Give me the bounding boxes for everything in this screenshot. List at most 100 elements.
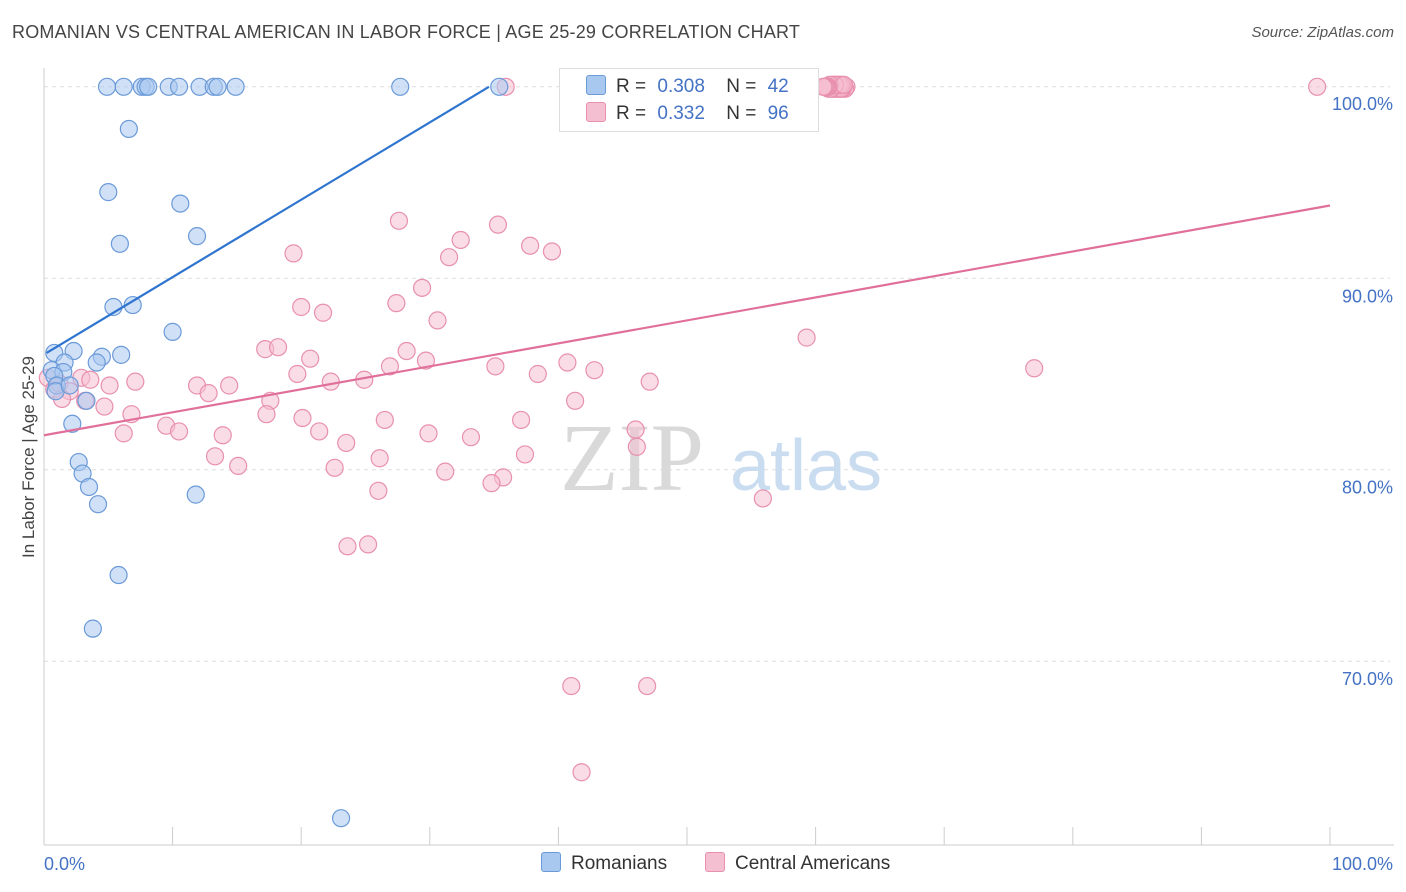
central-american-point bbox=[436, 462, 455, 481]
central-american-point bbox=[1308, 77, 1327, 96]
central-american-point bbox=[627, 437, 646, 456]
central-american-point bbox=[412, 278, 432, 297]
central-american-point bbox=[461, 428, 481, 447]
central-american-point bbox=[753, 489, 772, 508]
romanian-point bbox=[77, 391, 96, 410]
romanian-point bbox=[490, 77, 509, 96]
romanian-point bbox=[208, 77, 227, 96]
watermark-zip: ZIP bbox=[560, 404, 704, 511]
series-legend-central[interactable]: Central Americans bbox=[705, 852, 890, 875]
central-american-point bbox=[521, 236, 540, 255]
central-american-point bbox=[572, 763, 591, 782]
central-american-point bbox=[358, 535, 378, 554]
watermark: ZIP atlas bbox=[560, 404, 882, 511]
central-american-point bbox=[205, 447, 225, 466]
central-american-point bbox=[380, 357, 400, 376]
central-american-point bbox=[512, 410, 531, 430]
central-american-point bbox=[451, 230, 470, 250]
tick-labels: 100.0% 90.0% 80.0% 70.0% 0.0% 100.0% bbox=[44, 94, 1393, 874]
series-label-central: Central Americans bbox=[735, 853, 891, 874]
legend-n-label: N = bbox=[726, 103, 757, 124]
x-tick-label-0: 0.0% bbox=[44, 854, 85, 874]
y-tick-label-80: 80.0% bbox=[1342, 478, 1393, 498]
legend-row-romanians: R = 0.308 N = 42 bbox=[586, 75, 789, 101]
central-american-point bbox=[797, 328, 816, 347]
legend-r-value-central: 0.332 bbox=[657, 103, 705, 124]
central-american-point bbox=[169, 422, 189, 441]
romanian-point bbox=[119, 119, 138, 139]
central-american-point bbox=[626, 420, 645, 439]
romanian-point bbox=[60, 376, 79, 395]
series-legend-romanians[interactable]: Romanians bbox=[541, 852, 667, 875]
central-american-point bbox=[1025, 359, 1044, 378]
watermark-atlas: atlas bbox=[730, 426, 882, 506]
central-american-point bbox=[310, 422, 329, 441]
romanian-point bbox=[83, 619, 102, 638]
central-american-point bbox=[482, 474, 501, 493]
central-american-point bbox=[488, 215, 508, 234]
central-american-point bbox=[199, 384, 218, 403]
central-american-point bbox=[640, 372, 659, 391]
legend-r-label: R = bbox=[616, 103, 647, 124]
central-american-point bbox=[284, 244, 303, 263]
central-american-point bbox=[338, 537, 357, 556]
central-american-point bbox=[257, 405, 276, 424]
central-american-point bbox=[515, 445, 535, 464]
romanian-point bbox=[87, 353, 106, 372]
correlation-legend: R = 0.308 N = 42 R = 0.332 N = 96 bbox=[559, 68, 819, 132]
legend-row-central: R = 0.332 N = 96 bbox=[586, 102, 789, 128]
romanian-point bbox=[110, 234, 129, 253]
central-american-point bbox=[397, 341, 416, 361]
axes bbox=[43, 68, 1394, 846]
central-american-point bbox=[370, 449, 389, 468]
legend-swatch-romanians bbox=[586, 75, 606, 95]
legend-swatch-central bbox=[586, 102, 606, 122]
gridlines bbox=[44, 86, 1390, 662]
central-american-point bbox=[292, 297, 311, 317]
central-american-point bbox=[321, 372, 340, 391]
central-american-point bbox=[213, 426, 232, 445]
central-american-point bbox=[126, 372, 145, 391]
romanian-point bbox=[79, 477, 99, 497]
legend-n-value-romanians: 42 bbox=[767, 76, 789, 97]
romanian-point bbox=[171, 194, 190, 213]
romanian-point bbox=[391, 77, 410, 96]
legend-n-value-central: 96 bbox=[767, 103, 789, 124]
romanian-point bbox=[99, 183, 118, 202]
central-american-point bbox=[313, 303, 333, 322]
central-american-point bbox=[416, 351, 436, 370]
central-american-point bbox=[542, 242, 562, 261]
legend-n-label: N = bbox=[726, 76, 757, 97]
central-american-point bbox=[114, 424, 133, 443]
central-american-point bbox=[439, 248, 459, 267]
central-american-point bbox=[220, 376, 239, 395]
romanian-point bbox=[63, 414, 82, 433]
central-american-point bbox=[387, 294, 406, 313]
romanian-point bbox=[331, 809, 351, 828]
romanian-point bbox=[112, 345, 131, 364]
central-american-point bbox=[558, 353, 577, 372]
central-american-point bbox=[486, 357, 505, 376]
central-american-point bbox=[95, 397, 114, 416]
central-american-point bbox=[834, 75, 853, 94]
central-american-point bbox=[325, 458, 344, 477]
central-american-point bbox=[528, 364, 547, 384]
romanian-point bbox=[187, 227, 207, 246]
y-tick-label-70: 70.0% bbox=[1342, 669, 1393, 689]
central-american-point bbox=[389, 211, 409, 230]
central-american-point bbox=[369, 481, 388, 500]
romanian-point bbox=[88, 495, 108, 514]
central-american-point bbox=[301, 349, 320, 368]
central-american-point bbox=[638, 676, 657, 696]
central-american-point bbox=[562, 676, 581, 696]
romanian-point bbox=[169, 77, 189, 96]
romanian-point bbox=[114, 77, 133, 96]
romanian-point bbox=[163, 322, 182, 341]
legend-r-value-romanians: 0.308 bbox=[657, 76, 705, 97]
central-american-point bbox=[585, 361, 604, 380]
central-american-point bbox=[375, 410, 394, 430]
central-american-point bbox=[337, 433, 356, 453]
trend-line-romanians bbox=[46, 85, 490, 354]
legend-r-label: R = bbox=[616, 76, 647, 97]
